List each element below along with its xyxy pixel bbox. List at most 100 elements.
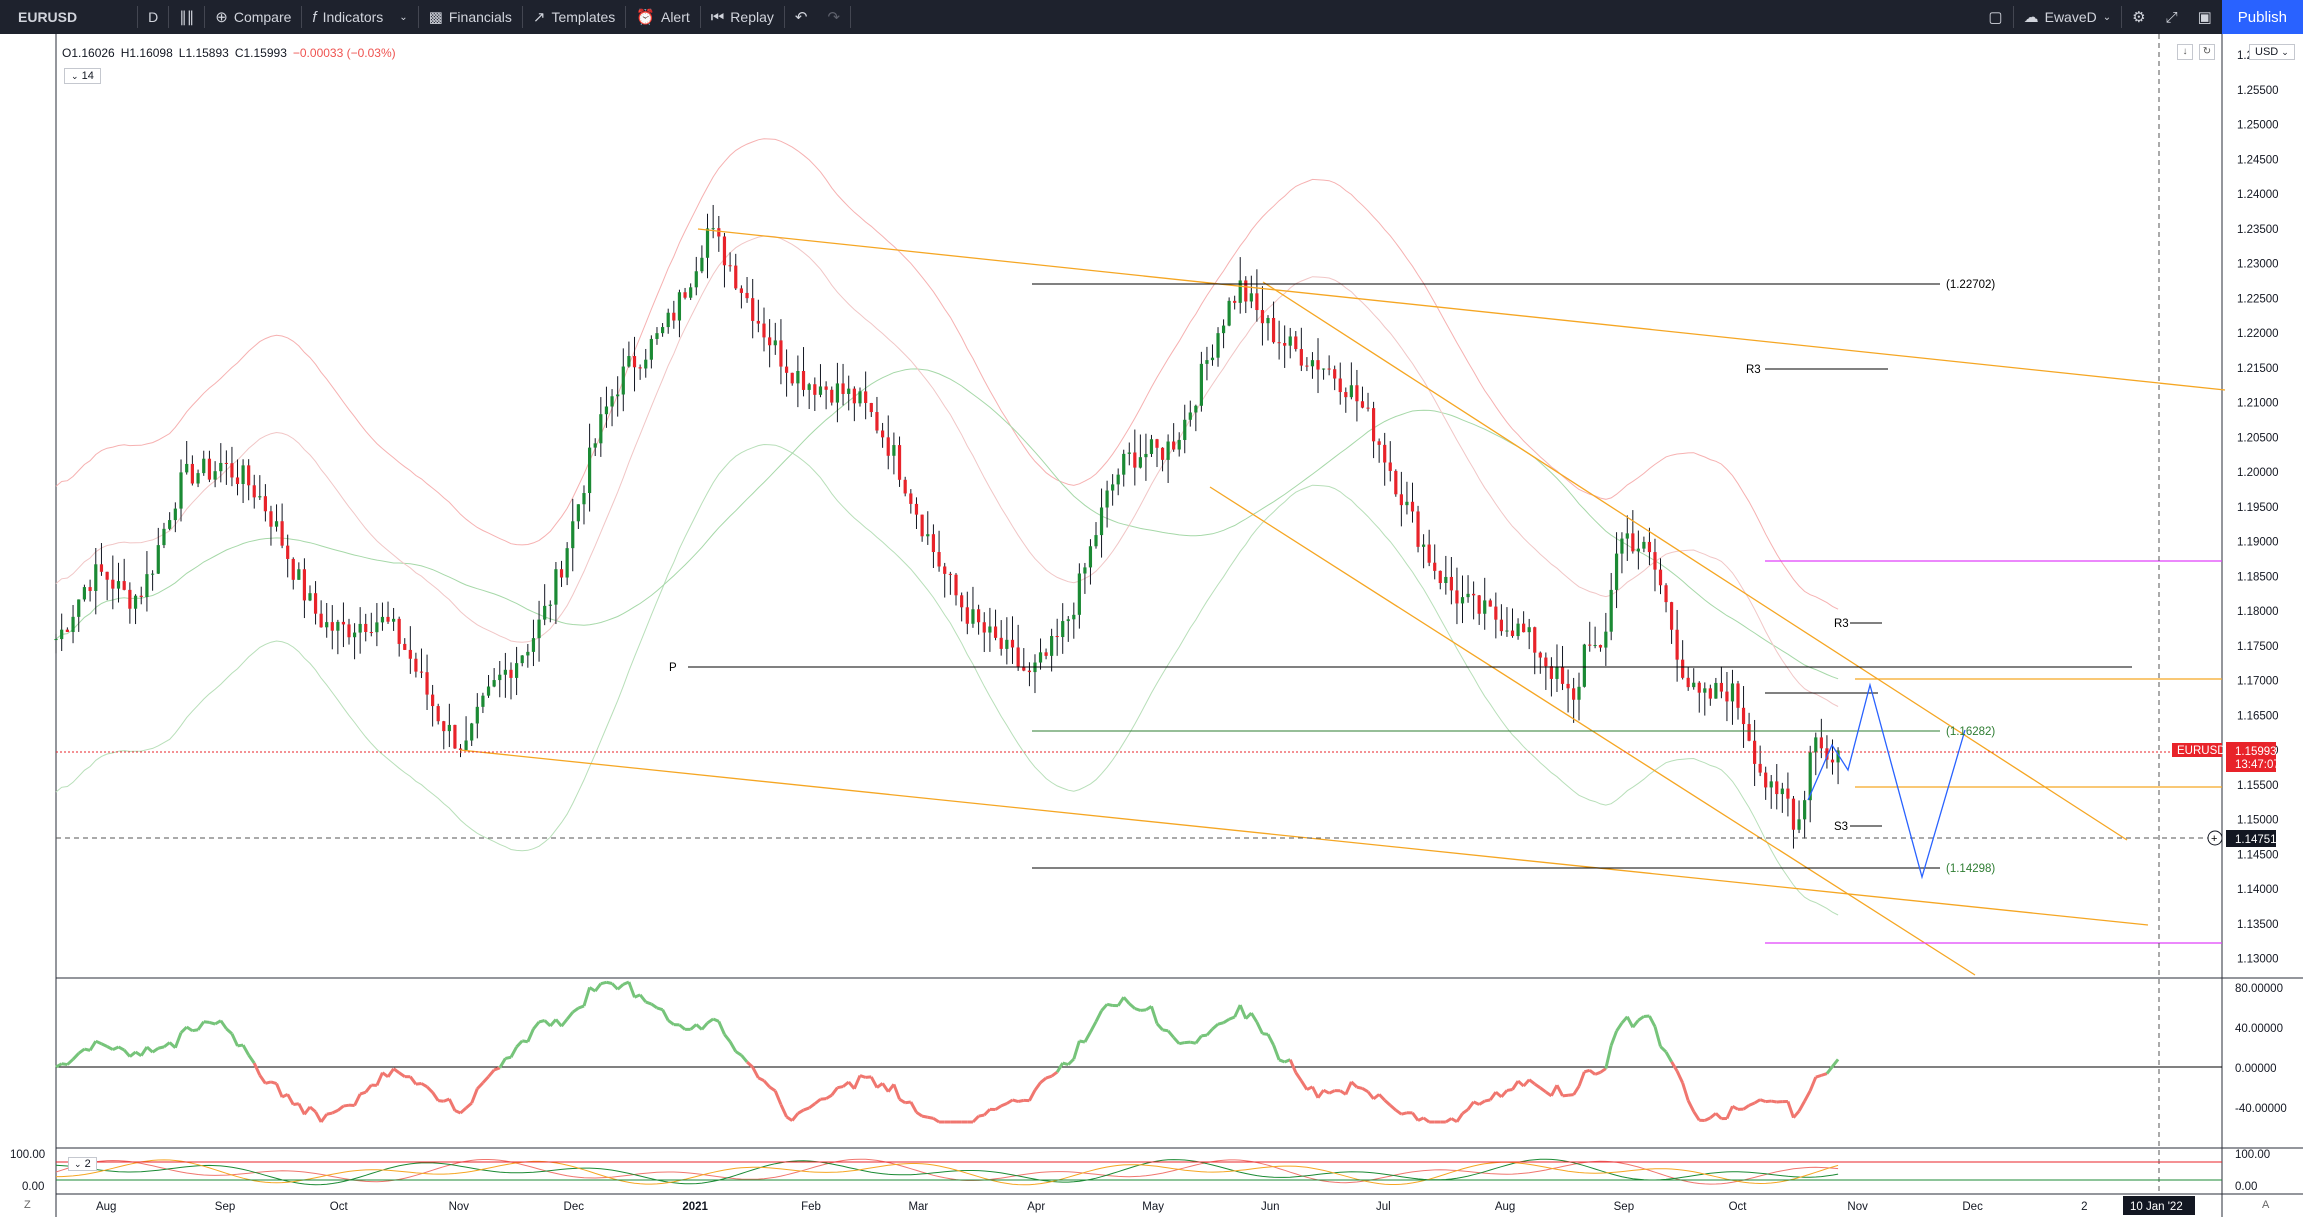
candle-body [1769,781,1773,788]
time-axis[interactable]: Aug Sep Oct Nov Dec 2021 Feb Mar Apr May Jun Jul Aug… [96,1201,2088,1213]
candle-body [1155,439,1159,448]
scale-down-button[interactable]: ↓ [2177,44,2193,60]
oscillator-segment [1039,1076,1048,1084]
layout-select-button[interactable]: ▢ [1978,0,2012,34]
oscillator-segment [1820,1072,1828,1077]
fullscreen-button[interactable]: ⤢ [2156,0,2188,34]
oscillator-segment [1631,1019,1640,1029]
candle-body [1349,385,1353,398]
oscillator-segment [1017,1098,1025,1103]
price-tick: 1.16500 [2237,710,2279,722]
oscillator-segment [706,1017,715,1025]
undo-button[interactable]: ↶ [785,0,818,34]
oscillator-segment [1150,1005,1159,1025]
oscillator-segment [627,981,636,998]
upper-channel-line[interactable] [697,228,2226,391]
reset-scale-button[interactable]: ↻ [2199,44,2215,60]
candle-body [593,443,597,448]
wedge-upper-line[interactable] [1262,281,2128,841]
candle-body [235,477,240,485]
financials-button[interactable]: ▩ Financials [419,0,522,34]
candle-body [1205,360,1209,364]
oscillator-segment [1100,1003,1109,1012]
oscillator-segment [1450,1117,1458,1124]
chevron-down-icon[interactable]: ⌄ [399,11,408,23]
candle-body [380,616,385,623]
candle-body [897,445,902,480]
candle-body [756,320,760,324]
oscillator-segment [859,1074,867,1079]
oscillator-segment [971,1115,980,1124]
price-tick: 1.22500 [2237,293,2279,305]
candle-body [185,463,189,473]
oscillator-segment [100,1042,108,1048]
oscillator-segment [66,1058,75,1066]
oscillator-segment [728,1040,738,1053]
chart-type-button[interactable]: ∥∥ [169,0,204,34]
candle-body [1747,724,1751,741]
oscillator-segment [1250,1012,1259,1023]
alert-button[interactable]: ⏰ Alert [626,0,699,34]
candle-body [392,618,396,622]
indicator-input-box[interactable]: ⌄ 14 [64,68,101,84]
bar-chart-icon: ▩ [428,9,443,26]
candle-body [60,629,64,640]
candle-body [977,609,981,623]
stoch-left-tick: 100.00 [10,1149,45,1161]
oscillator-segment [1201,1033,1208,1038]
wave-projection[interactable] [1807,682,1966,880]
candle-body [599,414,603,444]
candle-body [1460,597,1465,604]
candle-body [1780,788,1784,795]
oscillator-segment [526,1028,535,1043]
oscillator-segment [1714,1112,1723,1120]
oscillator-segment [375,1072,384,1086]
candle-body [358,623,362,633]
stoch-line [55,1158,1839,1186]
time-tick: Jun [1261,1201,1280,1213]
oscillator-segment [532,1021,541,1030]
candle-body [408,649,412,659]
oscillator-segment [1062,1061,1069,1066]
candle-body [1077,573,1081,615]
candle-body [1449,576,1453,591]
zoom-toggle[interactable]: Z [24,1199,31,1211]
candle-body [1664,585,1668,603]
stoch-input-box[interactable]: ⌄ 2 [68,1157,97,1171]
candle-body [660,327,665,334]
layout-name-button[interactable]: ☁ EwaveD ⌄ [2014,0,2122,34]
oscillator-segment [1539,1086,1547,1094]
chart-canvas[interactable]: (1.22702) (1.16282) (1.14298) P R3 R3 S3… [0,34,2303,1217]
settings-button[interactable]: ⚙ [2122,0,2155,34]
indicators-button[interactable]: f Indicators ⌄ [302,0,417,34]
stoch-axis[interactable]: 100.00 0.00 100.00 0.00 [10,1149,2270,1193]
replay-button[interactable]: ⏮ Replay [701,0,784,34]
candle-body [762,323,766,338]
candle-body [1466,593,1470,598]
oscillator-segment [1567,1093,1574,1097]
compare-button[interactable]: ⊕ Compare [205,0,301,34]
redo-button[interactable]: ↷ [817,0,850,34]
time-tick: 2021 [682,1201,708,1213]
candle-body [1277,342,1281,344]
symbol-tag [2172,743,2222,757]
candle-body [1122,453,1126,475]
interval-button[interactable]: D [138,0,168,34]
oscillator-segment [1134,1007,1141,1012]
publish-button[interactable]: Publish [2221,0,2303,34]
add-alert-icon[interactable] [2207,830,2223,846]
currency-select[interactable]: USD ⌄ [2249,44,2295,60]
snapshot-button[interactable]: ▣ [2188,0,2222,34]
oscillator-axis[interactable]: 80.00000 40.00000 0.00000 -40.00000 [2235,983,2287,1115]
oscillator-segment [1190,1040,1197,1045]
toolbar-divider [699,6,701,28]
candle-body [1255,293,1259,311]
price-tick: 1.25500 [2237,85,2279,97]
auto-scale-toggle[interactable]: A [2262,1199,2269,1211]
candle-body [453,724,457,749]
lower-channel-line[interactable] [459,749,2149,926]
templates-button[interactable]: ↗ Templates [523,0,625,34]
toolbar-divider [850,6,852,28]
symbol-search[interactable]: EURUSD [0,0,87,34]
candle-body [341,621,346,625]
